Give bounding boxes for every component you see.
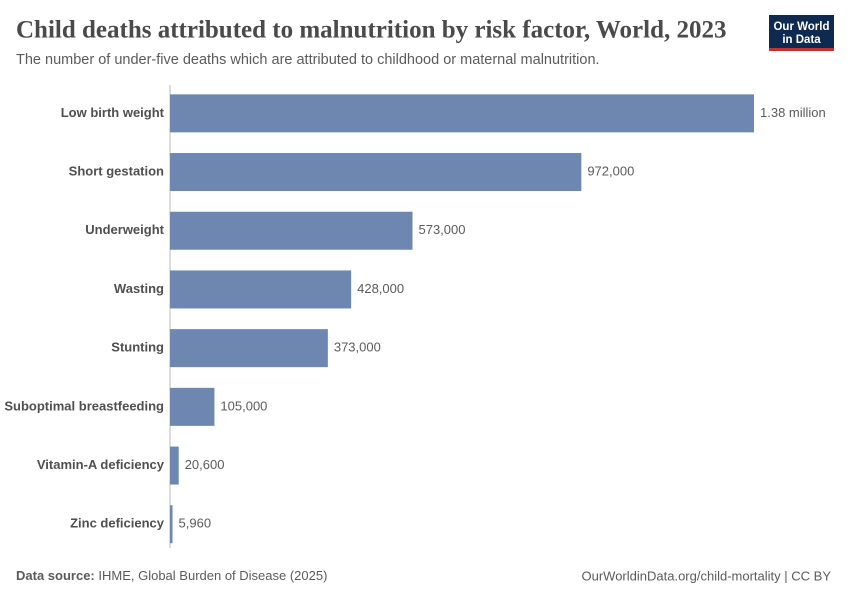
category-label: Suboptimal breastfeeding <box>4 398 164 413</box>
value-label: 105,000 <box>220 398 267 413</box>
category-label: Stunting <box>111 340 164 355</box>
chart-subtitle: The number of under-five deaths which ar… <box>16 52 600 68</box>
source-label: Data source: <box>16 568 95 583</box>
bar <box>170 270 352 309</box>
category-label: Underweight <box>85 222 164 237</box>
value-label: 573,000 <box>418 222 465 237</box>
value-label: 373,000 <box>334 340 381 355</box>
source: Data source: IHME, Global Burden of Dise… <box>16 568 327 583</box>
category-label: Low birth weight <box>61 105 165 120</box>
logo-box[interactable] <box>769 15 834 50</box>
value-label: 5,960 <box>179 516 212 531</box>
bar <box>170 94 754 133</box>
value-label: 1.38 million <box>760 105 826 120</box>
category-label: Wasting <box>114 281 164 296</box>
source-text: IHME, Global Burden of Disease (2025) <box>98 568 327 583</box>
logo-text: Our World <box>773 21 829 33</box>
value-label: 972,000 <box>587 163 634 178</box>
category-label: Zinc deficiency <box>70 516 165 531</box>
logo-text: in Data <box>782 34 821 46</box>
value-label: 20,600 <box>185 457 225 472</box>
category-label: Short gestation <box>69 163 164 178</box>
bar <box>170 505 173 544</box>
bar <box>170 387 215 426</box>
chart-title: Child deaths attributed to malnutrition … <box>16 17 726 44</box>
credit: OurWorldinData.org/child-mortality | CC … <box>582 568 832 583</box>
bar <box>170 211 413 250</box>
category-label: Vitamin-A deficiency <box>37 457 165 472</box>
logo-stripe <box>769 48 834 51</box>
value-label: 428,000 <box>357 281 404 296</box>
bar <box>170 446 179 485</box>
bar <box>170 153 582 192</box>
bar <box>170 329 328 368</box>
